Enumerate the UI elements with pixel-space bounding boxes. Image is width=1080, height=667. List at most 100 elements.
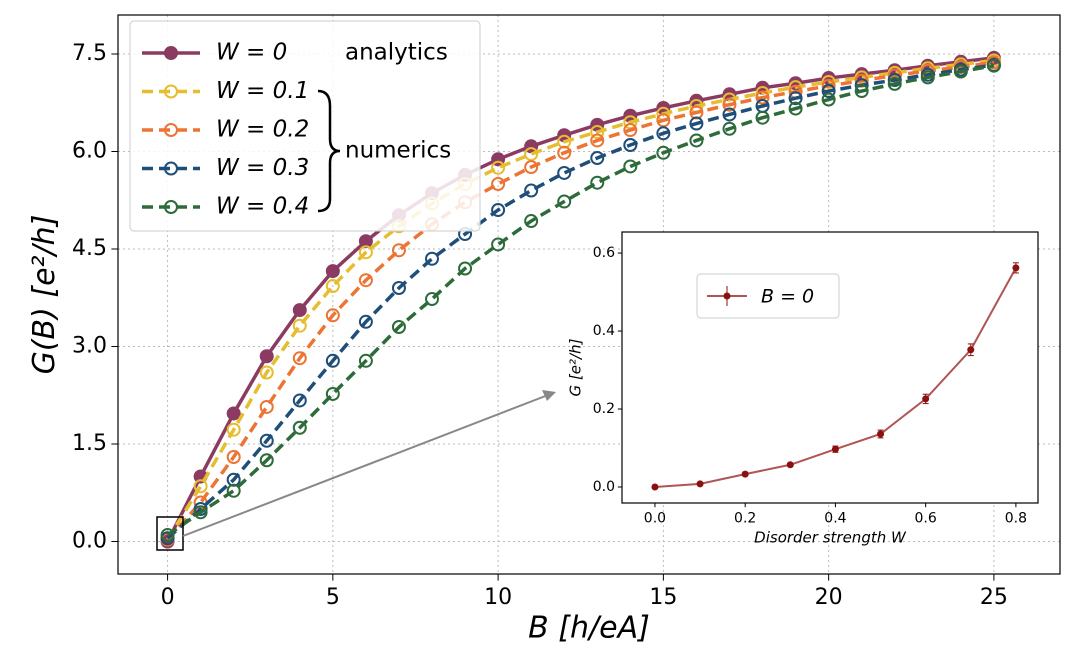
legend-label: W = 0.2 xyxy=(216,117,309,143)
data-point xyxy=(831,445,839,453)
x-tick-label: 20 xyxy=(815,585,843,610)
data-point xyxy=(292,351,307,366)
data-point xyxy=(590,175,605,190)
data-point xyxy=(786,461,794,469)
y-tick-label: 0.2 xyxy=(593,401,615,417)
data-point xyxy=(193,505,208,520)
data-point xyxy=(1012,264,1020,272)
x-tick-label: 5 xyxy=(326,585,340,610)
data-point xyxy=(887,76,902,91)
data-point xyxy=(821,92,836,107)
data-point xyxy=(325,279,340,294)
zoom-box xyxy=(156,516,184,551)
data-point xyxy=(722,121,737,136)
data-point xyxy=(557,194,572,209)
data-point xyxy=(425,292,439,307)
plot-frame xyxy=(621,231,1039,504)
data-point xyxy=(967,346,975,354)
y-tick-label: 0.6 xyxy=(593,245,615,261)
data-point xyxy=(877,430,885,438)
data-point xyxy=(358,273,373,288)
data-point xyxy=(491,203,506,217)
data-point xyxy=(656,126,671,141)
x-tick-label: 0.8 xyxy=(1005,510,1027,526)
data-point xyxy=(821,84,836,99)
zoom-arrow xyxy=(182,394,549,537)
x-tick-label: 0.6 xyxy=(915,510,937,526)
x-tick-label: 0.2 xyxy=(734,510,756,526)
series-line xyxy=(166,63,995,540)
data-point xyxy=(590,125,605,139)
data-point xyxy=(590,133,605,148)
x-tick-label: 0.0 xyxy=(644,510,666,526)
series-line xyxy=(166,58,995,541)
data-point xyxy=(259,399,274,414)
legend-label: W = 0 xyxy=(216,40,287,66)
legend-marker xyxy=(164,161,178,176)
data-point xyxy=(193,479,208,494)
data-point xyxy=(259,365,274,380)
data-point xyxy=(722,107,737,122)
y-tick-label: 6.0 xyxy=(72,139,107,164)
y-tick-label: 0.0 xyxy=(593,479,615,495)
legend-marker xyxy=(164,84,178,99)
data-point xyxy=(922,395,930,403)
data-point xyxy=(623,123,638,138)
y-tick-label: 0.4 xyxy=(593,323,615,339)
legend-label: B = 0 xyxy=(761,286,814,308)
data-point xyxy=(689,133,704,148)
annotation: analytics xyxy=(345,40,448,66)
data-point xyxy=(590,151,605,165)
data-point xyxy=(292,393,307,408)
data-point xyxy=(358,245,373,260)
brace xyxy=(317,89,341,213)
data-point xyxy=(325,386,340,401)
data-point xyxy=(986,58,1001,73)
y-axis-label: G [e²/h] xyxy=(566,338,584,396)
data-point xyxy=(821,74,836,89)
legend-marker xyxy=(164,200,178,214)
x-tick-label: 0.4 xyxy=(824,510,846,526)
legend-label: W = 0.4 xyxy=(216,194,309,220)
data-point xyxy=(623,138,638,152)
data-point xyxy=(722,97,737,112)
x-tick-label: 15 xyxy=(649,585,677,610)
data-point xyxy=(656,145,671,160)
arrow-head xyxy=(542,390,556,401)
x-tick-label: 10 xyxy=(484,585,512,610)
legend-marker xyxy=(164,46,178,60)
data-point xyxy=(292,303,307,318)
data-point xyxy=(920,70,935,85)
legend-box xyxy=(129,20,481,232)
data-point xyxy=(755,90,770,105)
data-point xyxy=(226,422,241,437)
data-point xyxy=(524,214,539,229)
data-point xyxy=(358,353,373,368)
data-point xyxy=(696,480,704,488)
data-point xyxy=(391,243,406,258)
x-tick-label: 25 xyxy=(980,585,1008,610)
data-point xyxy=(226,406,241,421)
data-point xyxy=(226,483,241,498)
data-point xyxy=(788,91,803,106)
y-axis-label: G(B) [e²/h] xyxy=(27,215,62,375)
data-point xyxy=(557,165,572,180)
y-tick-label: 7.5 xyxy=(72,41,107,66)
series-line xyxy=(166,60,995,541)
legend-label: W = 0.3 xyxy=(216,155,309,181)
data-point xyxy=(491,177,506,191)
data-point xyxy=(325,353,340,368)
data-point xyxy=(788,101,803,116)
y-tick-label: 1.5 xyxy=(72,431,107,456)
data-point xyxy=(524,160,539,175)
legend-marker xyxy=(164,123,178,137)
data-point xyxy=(391,281,406,295)
y-tick-label: 4.5 xyxy=(72,236,107,261)
y-tick-label: 3.0 xyxy=(72,334,107,359)
x-tick-label: 0 xyxy=(161,585,175,610)
data-point xyxy=(292,420,307,435)
data-point xyxy=(524,183,539,198)
data-point xyxy=(358,314,373,329)
data-point xyxy=(651,483,659,491)
